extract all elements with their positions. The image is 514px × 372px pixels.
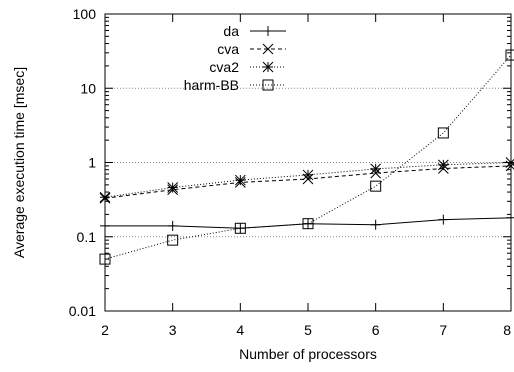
- x-tick-label: 2: [101, 322, 109, 338]
- data-point: [370, 180, 382, 192]
- y-axis-label: Average execution time [msec]: [11, 67, 27, 258]
- legend-marker: [262, 61, 274, 73]
- x-tick-label: 4: [236, 322, 244, 338]
- series-harm-BB: [99, 49, 514, 265]
- data-point: [234, 222, 246, 234]
- legend-label: harm-BB: [184, 77, 239, 93]
- series-cva: [99, 160, 514, 204]
- data-point: [234, 174, 246, 186]
- data-point: [437, 159, 449, 171]
- axis-ticks: 0.01 0.1 1 10 100 2 3 4 5 6 7 8: [69, 6, 512, 338]
- data-point: [167, 182, 179, 193]
- y-tick-label: 0.01: [69, 303, 96, 319]
- legend-marker: [263, 26, 273, 36]
- legend-label: cva2: [209, 59, 239, 75]
- legend-label: da: [223, 23, 239, 39]
- x-tick-label: 5: [304, 322, 312, 338]
- data-point: [167, 234, 179, 246]
- y-tick-label: 100: [73, 6, 97, 22]
- data-point: [370, 163, 382, 175]
- x-tick-label: 6: [372, 322, 380, 338]
- data-point: [302, 169, 314, 181]
- series-da: [100, 212, 514, 234]
- legend-label: cva: [217, 41, 239, 57]
- legend-marker: [262, 43, 274, 55]
- x-tick-label: 8: [503, 322, 511, 338]
- gridlines: [105, 87, 511, 238]
- data-point: [505, 49, 514, 61]
- data-point: [303, 218, 313, 229]
- x-tick-label: 3: [169, 322, 177, 338]
- data-point: [302, 218, 314, 230]
- y-tick-label: 1: [88, 155, 96, 171]
- data-point: [370, 219, 381, 230]
- y-tick-label: 0.1: [77, 229, 97, 245]
- x-tick-label: 7: [439, 322, 447, 338]
- data-point: [437, 127, 449, 139]
- y-tick-label: 10: [80, 80, 96, 96]
- x-axis-label: Number of processors: [239, 346, 377, 362]
- legend-marker: [262, 79, 274, 91]
- data-point: [167, 220, 178, 231]
- series-layer: [99, 49, 514, 265]
- data-point: [438, 214, 449, 225]
- legend: da cva cva2 harm-BB: [184, 23, 286, 93]
